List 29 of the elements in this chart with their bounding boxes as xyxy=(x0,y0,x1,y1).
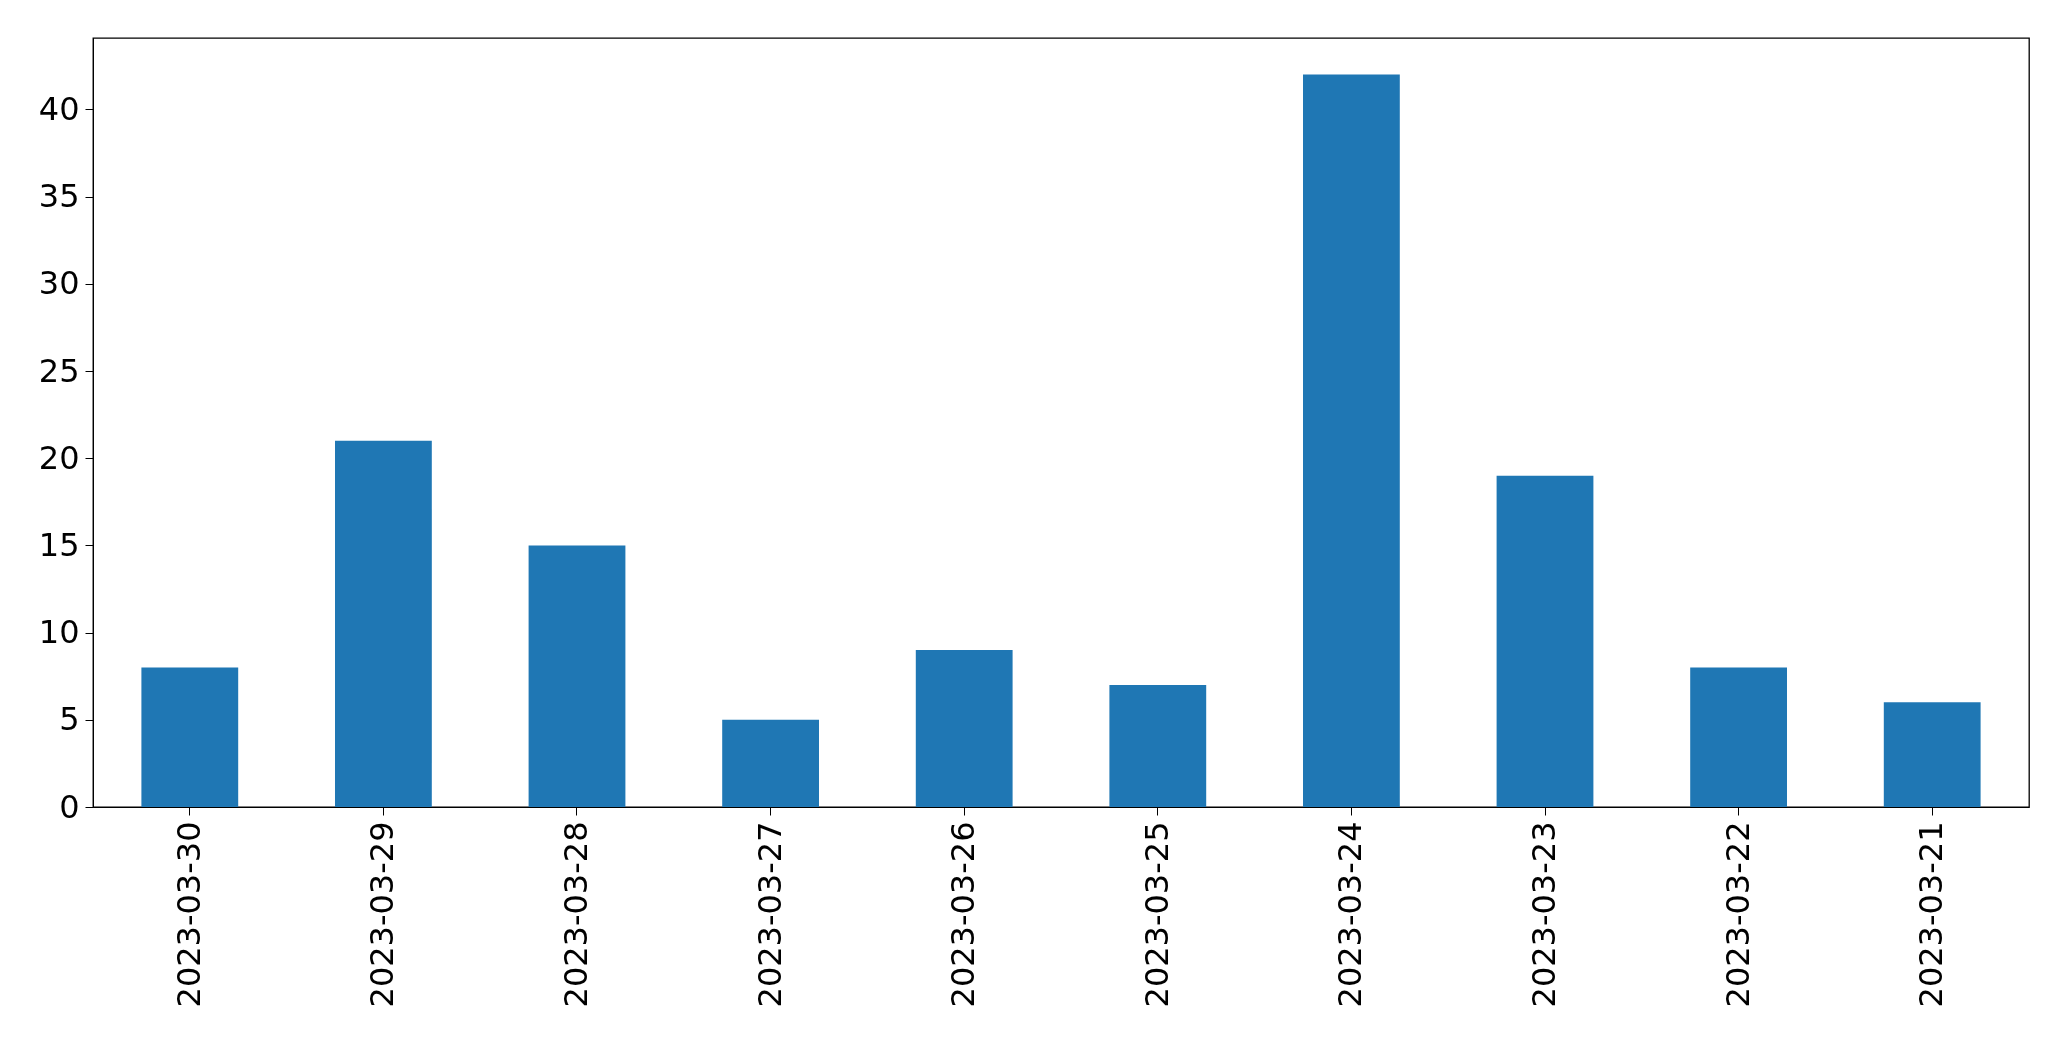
bar xyxy=(1883,702,1981,807)
y-tick-label: 0 xyxy=(59,787,80,826)
x-tick-label: 2023-03-29 xyxy=(363,821,402,1008)
y-tick-label: 10 xyxy=(38,613,80,652)
bar xyxy=(1303,74,1400,807)
bar xyxy=(528,545,626,807)
y-tick-label: 5 xyxy=(59,700,80,739)
bar xyxy=(722,719,819,807)
y-tick-label: 20 xyxy=(38,438,80,477)
y-tick-label: 15 xyxy=(38,525,80,564)
bar xyxy=(1109,684,1207,807)
bar xyxy=(141,667,239,807)
x-tick-label: 2023-03-26 xyxy=(944,821,983,1008)
x-tick-label: 2023-03-27 xyxy=(750,821,789,1008)
x-tick-label: 2023-03-21 xyxy=(1912,821,1951,1008)
y-tick-label: 25 xyxy=(38,351,80,390)
x-tick-label: 2023-03-24 xyxy=(1331,821,1370,1008)
x-tick-label: 2023-03-23 xyxy=(1525,821,1563,1008)
x-tick-label: 2023-03-30 xyxy=(169,821,208,1008)
x-tick-label: 2023-03-28 xyxy=(557,821,595,1008)
bar xyxy=(915,650,1013,807)
y-tick-label: 35 xyxy=(38,177,80,216)
bar xyxy=(1690,667,1787,807)
y-tick-label: 30 xyxy=(38,264,80,303)
x-tick-label: 2023-03-25 xyxy=(1137,821,1176,1008)
bar xyxy=(335,440,432,807)
y-tick-label: 40 xyxy=(38,89,80,128)
bar xyxy=(1496,475,1594,807)
x-tick-label: 2023-03-22 xyxy=(1718,821,1757,1008)
